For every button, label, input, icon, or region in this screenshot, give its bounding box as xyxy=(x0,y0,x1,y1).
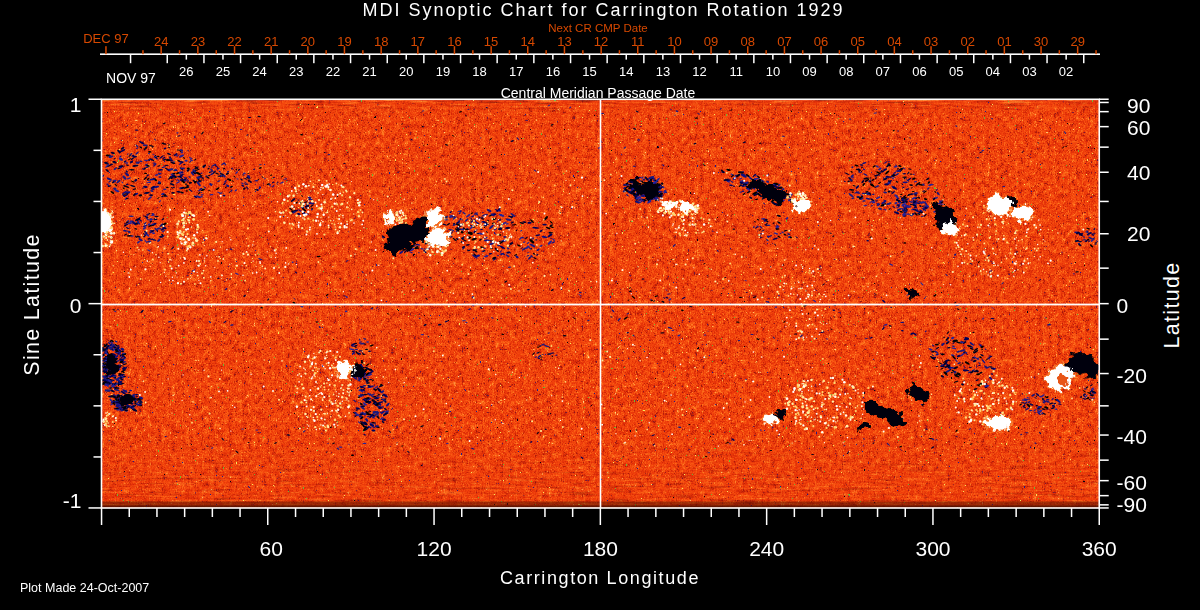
svg-text:120: 120 xyxy=(417,537,452,560)
svg-text:03: 03 xyxy=(1022,64,1036,79)
svg-text:-90: -90 xyxy=(1117,493,1147,516)
svg-text:30: 30 xyxy=(1034,34,1048,49)
svg-text:NOV 97: NOV 97 xyxy=(106,70,156,86)
svg-text:180: 180 xyxy=(583,537,618,560)
svg-text:16: 16 xyxy=(546,64,560,79)
svg-text:60: 60 xyxy=(260,537,283,560)
svg-text:12: 12 xyxy=(692,64,706,79)
svg-text:Sine Latitude: Sine Latitude xyxy=(20,233,44,375)
svg-text:02: 02 xyxy=(1059,64,1073,79)
svg-text:14: 14 xyxy=(521,34,535,49)
svg-text:06: 06 xyxy=(912,64,926,79)
svg-text:14: 14 xyxy=(619,64,633,79)
svg-text:12: 12 xyxy=(594,34,608,49)
svg-text:-1: -1 xyxy=(63,489,82,512)
svg-text:04: 04 xyxy=(887,34,901,49)
svg-text:11: 11 xyxy=(631,34,645,49)
svg-text:19: 19 xyxy=(337,34,351,49)
svg-text:09: 09 xyxy=(704,34,718,49)
svg-text:10: 10 xyxy=(766,64,780,79)
svg-text:13: 13 xyxy=(656,64,670,79)
svg-text:17: 17 xyxy=(411,34,425,49)
svg-text:DEC 97: DEC 97 xyxy=(83,31,129,46)
svg-text:0: 0 xyxy=(1117,294,1129,317)
svg-text:11: 11 xyxy=(729,64,743,79)
svg-text:15: 15 xyxy=(484,34,498,49)
svg-text:07: 07 xyxy=(777,34,791,49)
svg-text:08: 08 xyxy=(839,64,853,79)
svg-text:MDI Synoptic Chart for Carring: MDI Synoptic Chart for Carrington Rotati… xyxy=(362,0,844,20)
svg-text:21: 21 xyxy=(362,64,376,79)
svg-text:-60: -60 xyxy=(1117,471,1147,494)
svg-text:10: 10 xyxy=(667,34,681,49)
svg-text:29: 29 xyxy=(1070,34,1084,49)
svg-text:18: 18 xyxy=(472,64,486,79)
svg-text:25: 25 xyxy=(216,64,230,79)
svg-text:17: 17 xyxy=(509,64,523,79)
svg-text:18: 18 xyxy=(374,34,388,49)
svg-text:20: 20 xyxy=(301,34,315,49)
svg-text:08: 08 xyxy=(741,34,755,49)
svg-text:05: 05 xyxy=(850,34,864,49)
svg-text:Carrington Longitude: Carrington Longitude xyxy=(500,568,700,588)
svg-text:07: 07 xyxy=(876,64,890,79)
svg-text:23: 23 xyxy=(289,64,303,79)
svg-text:06: 06 xyxy=(814,34,828,49)
svg-text:-20: -20 xyxy=(1117,364,1147,387)
svg-text:26: 26 xyxy=(179,64,193,79)
svg-text:240: 240 xyxy=(749,537,784,560)
svg-text:19: 19 xyxy=(436,64,450,79)
svg-text:40: 40 xyxy=(1127,161,1150,184)
svg-text:60: 60 xyxy=(1127,116,1150,139)
svg-text:24: 24 xyxy=(252,64,266,79)
svg-text:22: 22 xyxy=(326,64,340,79)
svg-text:15: 15 xyxy=(582,64,596,79)
svg-text:Central Meridian Passage Date: Central Meridian Passage Date xyxy=(501,85,696,101)
svg-text:300: 300 xyxy=(915,537,950,560)
svg-text:23: 23 xyxy=(191,34,205,49)
svg-text:09: 09 xyxy=(802,64,816,79)
svg-text:02: 02 xyxy=(960,34,974,49)
svg-text:01: 01 xyxy=(997,34,1011,49)
svg-text:20: 20 xyxy=(1127,222,1150,245)
svg-text:03: 03 xyxy=(924,34,938,49)
svg-text:05: 05 xyxy=(949,64,963,79)
svg-text:Next CR CMP Date: Next CR CMP Date xyxy=(548,22,647,34)
svg-text:20: 20 xyxy=(399,64,413,79)
svg-text:Latitude: Latitude xyxy=(1160,262,1184,349)
svg-text:Plot Made 24-Oct-2007: Plot Made 24-Oct-2007 xyxy=(20,581,149,595)
svg-text:1: 1 xyxy=(70,93,82,116)
svg-text:24: 24 xyxy=(154,34,168,49)
svg-text:16: 16 xyxy=(447,34,461,49)
svg-text:0: 0 xyxy=(70,294,82,317)
svg-text:04: 04 xyxy=(986,64,1000,79)
svg-text:22: 22 xyxy=(227,34,241,49)
svg-text:360: 360 xyxy=(1082,537,1117,560)
svg-text:-40: -40 xyxy=(1117,425,1147,448)
svg-text:13: 13 xyxy=(557,34,571,49)
svg-text:21: 21 xyxy=(264,34,278,49)
svg-text:90: 90 xyxy=(1127,94,1150,117)
